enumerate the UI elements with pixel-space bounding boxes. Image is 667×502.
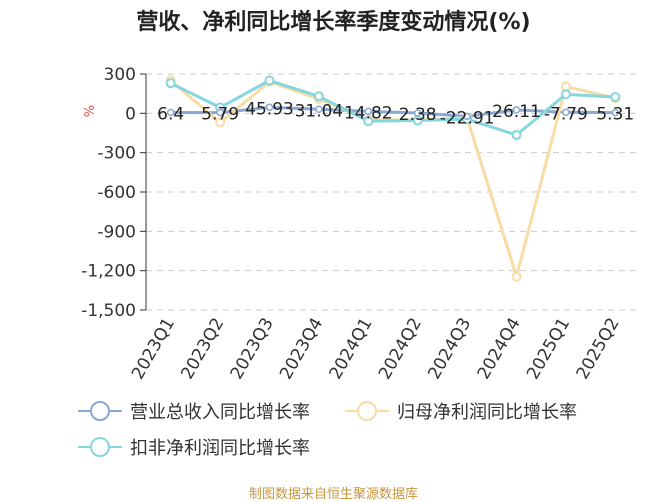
data-source-note: 制图数据来自恒生聚源数据库 (248, 487, 418, 502)
y-tick-label: -1,500 (81, 301, 136, 321)
data-label: 31.04 (295, 101, 344, 121)
x-tick-label: 2024Q2 (375, 315, 426, 383)
y-tick-label: -1,200 (81, 262, 136, 282)
x-tick-label: 2023Q4 (276, 315, 327, 383)
series-revenue-point[interactable] (562, 108, 570, 117)
legend-marker-revenue (78, 401, 122, 421)
series-deducted-profit-point[interactable] (560, 89, 571, 100)
series-net-profit-point[interactable] (560, 81, 571, 92)
data-label: 26.11 (492, 102, 541, 122)
x-tick-label: 2024Q4 (474, 315, 525, 383)
series-revenue-point[interactable] (265, 103, 274, 112)
series-deducted-profit-point[interactable] (264, 75, 275, 86)
y-tick-label: -900 (97, 222, 136, 242)
data-label: 5.79 (201, 105, 239, 125)
series-deducted-profit-point[interactable] (610, 91, 621, 102)
series-deducted-profit-point[interactable] (165, 78, 176, 89)
series-deducted-profit-line (170, 79, 616, 137)
legend-marker-deducted-profit (78, 437, 122, 457)
series-deducted-profit-point[interactable] (363, 116, 374, 127)
x-tick-label: 2025Q1 (523, 315, 574, 383)
data-label: 45.93 (245, 99, 294, 119)
x-tick-label: 2023Q1 (128, 315, 179, 383)
series-revenue-point[interactable] (216, 108, 224, 117)
data-label: 2.38 (399, 105, 437, 125)
series-revenue-point[interactable] (463, 112, 471, 121)
y-tick-label: 0 (125, 104, 136, 124)
x-tick-label: 2024Q3 (424, 314, 475, 382)
y-tick-label: -600 (97, 183, 136, 203)
x-tick-label: 2025Q2 (573, 315, 624, 383)
y-tick-label: 300 (104, 65, 136, 85)
x-tick-label: 2024Q1 (326, 315, 377, 383)
legend-marker-net-profit (345, 401, 389, 421)
y-axis-label: % (83, 105, 98, 117)
y-tick-label: -300 (97, 144, 136, 164)
series-revenue-point[interactable] (413, 109, 422, 117)
legend-item-deducted-profit[interactable]: 扣非净利润同比增长率 (76, 434, 310, 460)
data-label: 5.31 (596, 105, 634, 125)
series-net-profit-point[interactable] (215, 117, 226, 128)
x-tick-label: 2023Q2 (177, 315, 228, 383)
series-revenue-point[interactable] (315, 105, 323, 114)
legend-item-revenue[interactable]: 营业总收入同比增长率 (76, 398, 310, 424)
series-revenue-point[interactable] (166, 108, 175, 117)
chart-title: 营收、净利同比增长率季度变动情况(%) (136, 10, 531, 35)
series-revenue-point[interactable] (512, 106, 521, 114)
legend-label-deducted-profit: 扣非净利润同比增长率 (130, 438, 310, 459)
x-tick-label: 2023Q3 (227, 315, 278, 383)
legend-label-net-profit: 归母净利润同比增长率 (397, 402, 577, 423)
series-deducted-profit-point[interactable] (313, 91, 324, 102)
series-revenue-point[interactable] (364, 107, 373, 116)
series-net-profit-point[interactable] (511, 271, 522, 282)
data-label: -22.91 (440, 108, 495, 128)
series-revenue-line (170, 105, 616, 118)
data-label: -7.79 (544, 104, 588, 124)
legend-item-net-profit[interactable]: 归母净利润同比增长率 (343, 398, 577, 424)
series-revenue-point[interactable] (611, 108, 620, 117)
data-label: 6.4 (157, 104, 184, 124)
legend-label-revenue: 营业总收入同比增长率 (130, 402, 310, 423)
series-deducted-profit-point[interactable] (511, 129, 522, 140)
data-label: 14.82 (344, 103, 393, 123)
